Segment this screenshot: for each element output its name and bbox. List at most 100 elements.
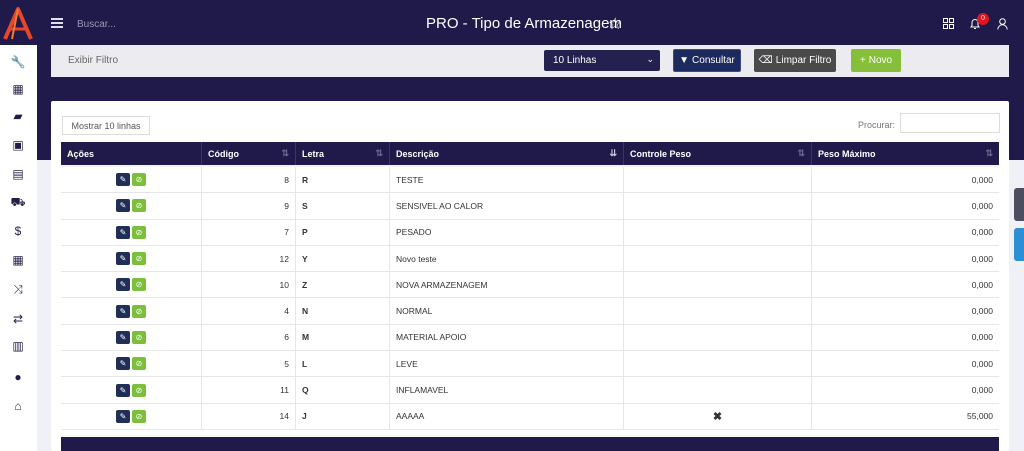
cell-peso-maximo: 0,000 (812, 167, 999, 192)
dollar-icon[interactable]: $ (14, 224, 22, 238)
cell-descricao: LEVE (390, 351, 624, 377)
cell-controle-peso (624, 377, 812, 403)
cell-codigo-text: 10 (279, 279, 289, 290)
cell-descricao: NOVA ARMAZENAGEM (390, 272, 624, 298)
table-row: ✎ ⊘ 7 P PESADO 0,000 (61, 219, 999, 246)
cell-peso-maximo-text: 0,000 (971, 227, 993, 238)
home-icon[interactable]: ⌂ (14, 399, 22, 413)
retweet-icon[interactable]: ⇄ (12, 312, 24, 326)
disable-icon[interactable]: ⊘ (132, 252, 146, 266)
col-descricao[interactable]: Descrição ⇊ (390, 142, 624, 165)
col-acoes-label: Ações (67, 149, 95, 159)
cell-peso-maximo-text: 0,000 (971, 306, 993, 317)
disable-icon[interactable]: ⊘ (132, 173, 146, 187)
edit-icon[interactable]: ✎ (116, 304, 130, 318)
cell-descricao-text: INFLAMAVEL (396, 385, 449, 396)
cell-descricao: MATERIAL APOIO (390, 324, 624, 351)
cell-descricao: TESTE (390, 167, 624, 193)
cell-descricao: AAAAA (390, 403, 624, 429)
cell-descricao-text: NOVA ARMAZENAGEM (396, 279, 488, 290)
cell-letra-text: N (302, 306, 309, 317)
favorite-star-icon[interactable]: ☆ (608, 16, 623, 33)
calculator-icon[interactable]: ▦ (12, 82, 24, 96)
consultar-button[interactable]: ▼ Consultar (673, 49, 741, 72)
disable-icon[interactable]: ⊘ (132, 304, 146, 318)
cell-descricao-text: TESTE (396, 174, 424, 185)
user-profile-icon[interactable] (997, 18, 1008, 30)
cell-codigo-text: 6 (284, 332, 289, 343)
page-title: PRO - Tipo de Armazenagem (426, 15, 622, 32)
edit-icon[interactable]: ✎ (116, 330, 130, 344)
cart-icon[interactable]: ⛟ (10, 195, 26, 209)
show-filter-toggle[interactable]: Exibir Filtro (68, 55, 119, 66)
cell-acoes: ✎ ⊘ (61, 193, 202, 219)
edit-icon[interactable]: ✎ (116, 383, 130, 397)
lines-select-value: 10 Linhas (553, 55, 597, 66)
cell-codigo-text: 7 (284, 227, 289, 238)
menu-toggle-icon[interactable] (51, 18, 63, 28)
table-icon[interactable]: ▦ (12, 253, 24, 267)
wrench-icon[interactable]: 🔧 (10, 55, 26, 69)
sort-icon: ⇅ (797, 148, 805, 158)
col-peso-maximo-label: Peso Máximo (818, 149, 876, 159)
edit-icon[interactable]: ✎ (116, 357, 130, 371)
col-letra[interactable]: Letra ⇅ (296, 142, 390, 165)
cell-letra: J (296, 403, 390, 429)
lines-select[interactable]: 10 Linhas ⌄ (544, 50, 660, 71)
table-search-input[interactable] (900, 113, 1000, 133)
cell-letra-text: Z (302, 279, 308, 290)
table-row: ✎ ⊘ 6 M MATERIAL APOIO 0,000 (61, 324, 999, 352)
edit-icon[interactable]: ✎ (116, 252, 130, 266)
limpar-filtro-button[interactable]: ⌫ Limpar Filtro (754, 49, 836, 72)
cell-acoes: ✎ ⊘ (61, 324, 202, 351)
edit-icon[interactable]: ✎ (116, 409, 130, 423)
global-search-input[interactable]: Buscar... (77, 19, 116, 30)
col-codigo[interactable]: Código ⇅ (202, 142, 296, 165)
user-icon[interactable]: ● (14, 370, 22, 384)
sort-icon: ⇅ (985, 148, 993, 158)
cell-descricao: INFLAMAVEL (390, 377, 624, 403)
cell-peso-maximo-text: 0,000 (971, 279, 993, 290)
cell-peso-maximo-text: 0,000 (971, 385, 993, 396)
col-controle-peso[interactable]: Controle Peso ⇅ (624, 142, 812, 165)
table-body: ✎ ⊘ 8 R TESTE 0,000 ✎ ⊘ 9 S SENSIVEL AO CALOR 0,000… (61, 167, 999, 430)
cell-codigo-text: 14 (279, 411, 289, 422)
apps-grid-icon[interactable] (943, 18, 954, 29)
book-icon[interactable]: ▰ (13, 109, 23, 123)
disable-icon[interactable]: ⊘ (132, 357, 146, 371)
search-label: Procurar: (858, 120, 896, 130)
cell-codigo-text: 12 (279, 253, 289, 264)
briefcase-icon[interactable]: ▤ (12, 167, 24, 181)
bell-icon[interactable] (969, 18, 981, 30)
sort-desc-icon: ⇊ (609, 148, 617, 158)
edit-icon[interactable]: ✎ (116, 199, 130, 213)
side-panel-handle[interactable] (1014, 188, 1024, 221)
cell-peso-maximo: 0,000 (812, 298, 999, 323)
disable-icon[interactable]: ⊘ (132, 199, 146, 213)
edit-icon[interactable]: ✎ (116, 173, 130, 187)
cell-controle-peso-text: ✖ (712, 410, 723, 423)
cell-acoes: ✎ ⊘ (61, 245, 202, 272)
disable-icon[interactable]: ⊘ (132, 225, 146, 239)
cell-descricao: Novo teste (390, 245, 624, 272)
cell-peso-maximo-text: 0,000 (971, 332, 993, 343)
cell-descricao-text: Novo teste (396, 253, 437, 264)
disable-icon[interactable]: ⊘ (132, 330, 146, 344)
edit-icon[interactable]: ✎ (116, 225, 130, 239)
disable-icon[interactable]: ⊘ (132, 383, 146, 397)
edit-icon[interactable]: ✎ (116, 278, 130, 292)
col-acoes[interactable]: Ações (61, 142, 202, 165)
col-peso-maximo[interactable]: Peso Máximo ⇅ (812, 142, 999, 165)
app-logo[interactable] (0, 5, 37, 43)
money-icon[interactable]: ▣ (12, 138, 24, 152)
disable-icon[interactable]: ⊘ (132, 409, 146, 423)
cell-peso-maximo-text: 55,000 (967, 411, 993, 422)
side-panel-tab[interactable] (1014, 228, 1024, 261)
novo-button[interactable]: + Novo (851, 49, 901, 72)
show-lines-button[interactable]: Mostrar 10 linhas (62, 116, 150, 135)
shuffle-icon[interactable]: ⤨ (13, 281, 23, 296)
cell-letra-text: L (302, 358, 308, 369)
disable-icon[interactable]: ⊘ (132, 278, 146, 292)
cell-acoes: ✎ ⊘ (61, 219, 202, 245)
basket-icon[interactable]: ▥ (12, 339, 24, 353)
